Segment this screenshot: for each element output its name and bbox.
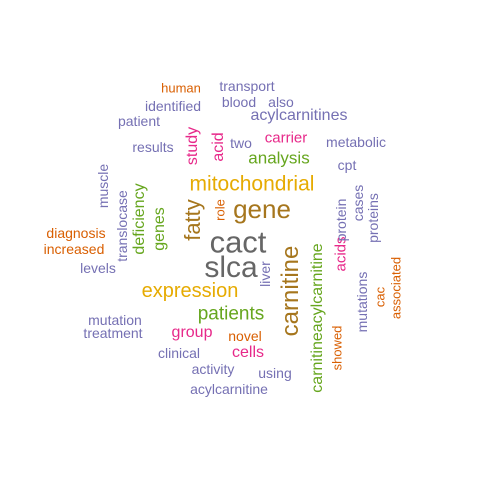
- word-also: also: [268, 94, 294, 110]
- word-muscle: muscle: [95, 163, 111, 209]
- word-group: group: [171, 324, 213, 341]
- word-liver: liver: [257, 261, 273, 287]
- word-cac: cac: [372, 286, 388, 308]
- word-patients: patients: [197, 303, 265, 325]
- word-carnitineacylcarnitine: carnitineacylcarnitine: [309, 243, 326, 393]
- word-carrier: carrier: [264, 129, 308, 147]
- word-acid: acid: [210, 132, 227, 162]
- word-patient: patient: [117, 113, 161, 129]
- word-using: using: [258, 365, 292, 381]
- word-acylcarnitine: acylcarnitine: [190, 381, 268, 397]
- word-acids: acids: [332, 236, 350, 272]
- word-clinical: clinical: [157, 345, 201, 361]
- word-mutations: mutations: [354, 271, 370, 333]
- word-slca: slca: [204, 251, 258, 284]
- word-deficiency: deficiency: [131, 183, 148, 255]
- word-mitochondrial: mitochondrial: [189, 172, 315, 196]
- word-mutation: mutation: [88, 312, 142, 328]
- word-results: results: [132, 139, 174, 155]
- word-human: human: [161, 80, 201, 96]
- word-novel: novel: [228, 328, 262, 344]
- word-translocase: translocase: [114, 190, 130, 262]
- word-increased: increased: [43, 241, 105, 257]
- word-treatment: treatment: [83, 325, 143, 341]
- word-cact: cact: [209, 224, 267, 260]
- word-genes: genes: [151, 207, 168, 251]
- word-acylcarnitines: acylcarnitines: [250, 107, 348, 124]
- word-cpt: cpt: [337, 157, 357, 173]
- word-fatty: fatty: [180, 199, 205, 241]
- word-proteins: proteins: [365, 193, 381, 243]
- word-gene: gene: [233, 194, 291, 224]
- word-analysis: analysis: [248, 148, 310, 168]
- word-activity: activity: [191, 361, 235, 377]
- word-metabolic: metabolic: [326, 134, 386, 150]
- word-diagnosis: diagnosis: [46, 225, 106, 241]
- word-associated: associated: [388, 256, 404, 320]
- word-study: study: [184, 126, 201, 166]
- word-transport: transport: [219, 78, 275, 94]
- word-cells: cells: [231, 344, 265, 361]
- word-role: role: [212, 199, 228, 221]
- word-two: two: [230, 135, 252, 151]
- word-expression: expression: [141, 280, 239, 302]
- word-carnitine: carnitine: [277, 245, 304, 337]
- word-showed: showed: [329, 325, 345, 371]
- word-protein: protein: [333, 198, 349, 242]
- word-levels: levels: [80, 260, 116, 276]
- word-blood: blood: [221, 94, 257, 110]
- word-cases: cases: [350, 184, 366, 222]
- word-identified: identified: [144, 98, 202, 114]
